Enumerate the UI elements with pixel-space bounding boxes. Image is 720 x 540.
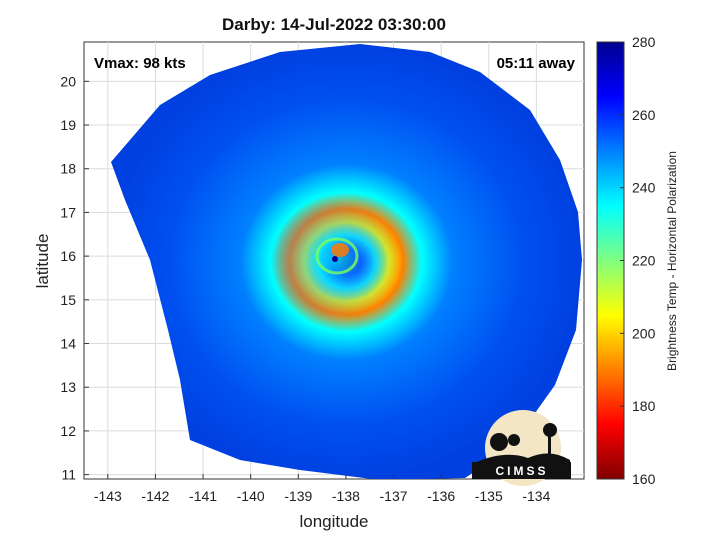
x-tick-label: -142 [141, 488, 169, 504]
colorbar-tick-label: 160 [632, 471, 656, 487]
colorbar-ticks: 160 180 200 220 240 260 280 [620, 34, 656, 487]
x-tick-label: -137 [380, 488, 408, 504]
colorbar-label: Brightness Temp - Horizontal Polarizatio… [665, 151, 679, 371]
logo-dish-small [508, 434, 520, 446]
x-tick-label: -143 [94, 488, 122, 504]
x-tick-label: -135 [475, 488, 503, 504]
logo-tower-tank [543, 423, 557, 437]
y-tick-label: 12 [60, 423, 76, 439]
logo-band [472, 462, 571, 479]
chart-title: Darby: 14-Jul-2022 03:30:00 [222, 15, 446, 34]
y-axis-label: latitude [33, 234, 52, 289]
y-axis-ticks: 11 12 13 14 15 16 17 18 19 20 [60, 73, 89, 483]
logo-text: CIMSS [495, 464, 548, 478]
storm-center-marker [332, 256, 338, 262]
colorbar-tick-label: 220 [632, 253, 656, 269]
vmax-annotation: Vmax: 98 kts [94, 55, 186, 72]
data-swath [111, 44, 582, 479]
y-tick-label: 16 [60, 248, 76, 264]
storm-eyewall [315, 237, 359, 275]
colorbar-tick-label: 180 [632, 398, 656, 414]
colorbar-tick-label: 240 [632, 180, 656, 196]
x-tick-label: -134 [522, 488, 550, 504]
colorbar-tick-label: 260 [632, 107, 656, 123]
y-tick-label: 17 [60, 204, 76, 220]
logo-tower-leg [548, 432, 551, 462]
cimss-logo: CIMSS [472, 410, 571, 486]
y-tick-label: 11 [61, 467, 76, 483]
y-tick-label: 15 [60, 292, 76, 308]
x-tick-label: -139 [284, 488, 312, 504]
x-tick-label: -141 [189, 488, 217, 504]
x-tick-label: -140 [237, 488, 265, 504]
y-tick-label: 18 [60, 161, 76, 177]
colorbar-tick-label: 280 [632, 34, 656, 50]
x-tick-label: -138 [332, 488, 360, 504]
x-axis-label: longitude [299, 512, 368, 531]
logo-dish [490, 433, 508, 451]
y-tick-label: 13 [60, 379, 76, 395]
x-tick-label: -136 [427, 488, 455, 504]
colorbar [596, 41, 625, 480]
colorbar-tick-label: 200 [632, 325, 656, 341]
y-tick-label: 20 [60, 73, 76, 89]
x-axis-ticks: -143 -142 -141 -140 -139 -138 -137 -136 -135 -134 [94, 474, 551, 504]
y-tick-label: 19 [60, 117, 76, 133]
storm-eye-hot [331, 243, 349, 257]
y-tick-label: 14 [60, 336, 76, 352]
time-away-annotation: 05:11 away [497, 55, 576, 72]
